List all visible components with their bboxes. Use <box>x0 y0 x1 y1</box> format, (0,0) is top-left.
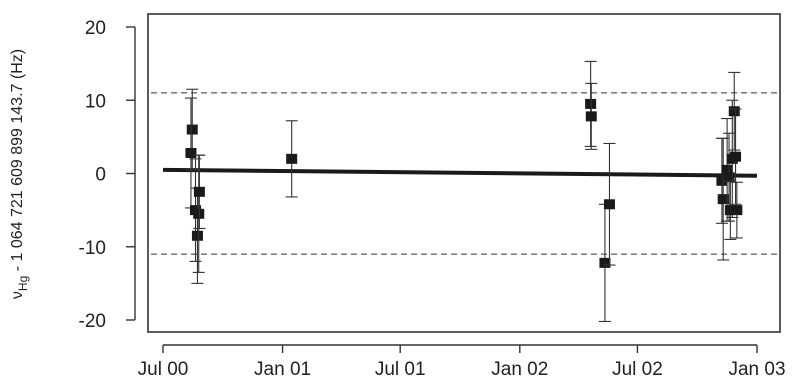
point-marker <box>185 147 197 158</box>
point-marker <box>728 106 740 117</box>
y-axis-title: νHg - 1 064 721 609 899 143.7 (Hz) <box>9 49 30 299</box>
x-tick-label: Jan 03 <box>728 359 785 380</box>
x-tick-label: Jan 02 <box>491 359 548 380</box>
y-tick-label: 20 <box>85 18 106 39</box>
data-point <box>192 154 205 273</box>
point-marker <box>603 199 615 210</box>
point-marker <box>191 230 203 241</box>
data-point <box>729 108 742 205</box>
dashed-lines <box>151 92 777 255</box>
data-point <box>584 60 597 147</box>
point-marker <box>724 205 736 216</box>
data-point <box>191 187 204 284</box>
point-marker <box>286 153 298 164</box>
point-marker <box>599 257 611 268</box>
data-point <box>285 120 298 198</box>
point-marker <box>723 172 735 183</box>
y-tick-label: 10 <box>85 91 106 112</box>
x-tick-label: Jul 02 <box>612 359 663 380</box>
fit-line <box>162 167 758 178</box>
x-tick-label: Jul 01 <box>375 359 426 380</box>
data-point <box>728 71 741 151</box>
y-axis-title-subscript: Hg <box>16 276 30 291</box>
x-tick-label: Jan 01 <box>254 359 311 380</box>
point-marker <box>186 124 198 135</box>
data-points <box>184 60 743 323</box>
point-marker <box>731 205 743 216</box>
y-axis: 20 10 0 -10 -20 <box>79 18 136 332</box>
data-point <box>603 142 616 266</box>
fit-line-layer <box>162 167 758 178</box>
point-marker <box>717 194 729 205</box>
point-marker <box>585 98 597 109</box>
point-marker <box>721 164 733 175</box>
data-point <box>585 82 598 150</box>
point-marker <box>730 151 742 162</box>
x-tick-label: Jul 00 <box>138 359 189 380</box>
data-point <box>730 181 743 239</box>
x-axis: Jul 00 Jan 01 Jul 01 Jan 02 Jul 02 Jan 03 <box>138 344 786 380</box>
point-marker <box>716 175 728 186</box>
y-axis-title-symbol: ν <box>9 291 26 299</box>
data-point <box>193 154 206 229</box>
data-point <box>724 180 737 240</box>
point-marker <box>193 208 205 219</box>
y-tick-label: 0 <box>95 165 106 186</box>
point-marker <box>585 111 597 122</box>
plot-frame <box>147 13 781 333</box>
y-tick-label: -20 <box>79 311 106 332</box>
y-axis-title-rest: - 1 064 721 609 899 143.7 (Hz) <box>9 49 26 276</box>
y-tick-label: -10 <box>79 238 106 259</box>
point-marker <box>193 186 205 197</box>
